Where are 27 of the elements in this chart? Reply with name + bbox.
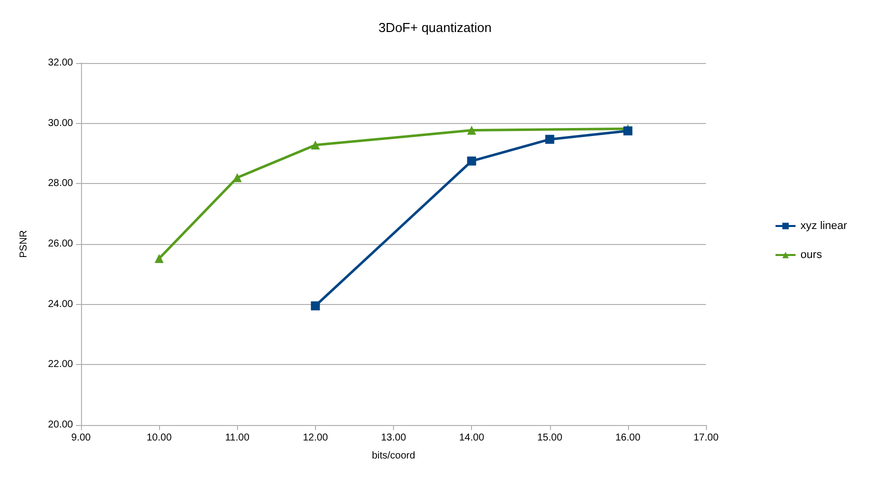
chart-title: 3DoF+ quantization [378, 20, 492, 35]
point [310, 140, 320, 150]
point [545, 134, 554, 144]
y-tick-label: 20.00 [48, 420, 74, 430]
legend-label: ours [800, 249, 822, 261]
x-tick-label: 17.00 [693, 432, 719, 444]
x-tick-label: 15.00 [537, 432, 563, 444]
x-tick-label: 10.00 [146, 432, 172, 444]
x-axis-title: bits/coord [372, 450, 416, 462]
legend-label: xyz linear [800, 220, 848, 232]
x-tick-label: 16.00 [615, 432, 641, 444]
x-tick-label: 9.00 [71, 432, 92, 444]
point [467, 126, 476, 135]
y-axis-title: PSNR [18, 230, 30, 258]
y-tick-label: 24.00 [48, 298, 74, 310]
y-tick-label: 22.00 [48, 359, 74, 370]
y-tick-label: 30.00 [48, 118, 74, 129]
y-tick-label: 32.00 [48, 58, 74, 68]
point [154, 254, 164, 263]
point [310, 301, 320, 310]
point [467, 156, 476, 166]
x-tick-label: 12.00 [302, 432, 328, 444]
x-tick-label: 11.00 [225, 432, 250, 444]
y-tick-label: 28.00 [48, 178, 74, 190]
x-tick-label: 14.00 [459, 432, 485, 444]
y-tick-label: 26.00 [48, 238, 74, 250]
x-tick-label: 13.00 [380, 432, 406, 444]
